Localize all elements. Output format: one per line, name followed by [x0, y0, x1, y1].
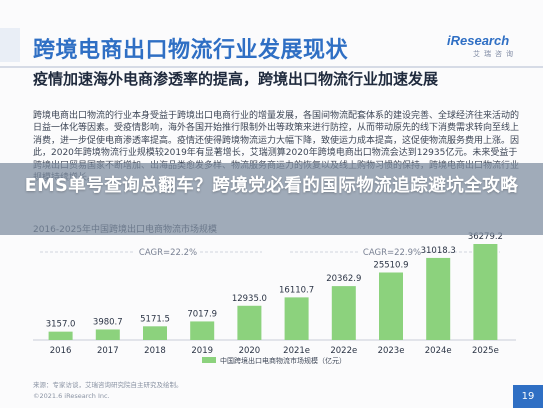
- x-tick-label: 2021e: [283, 346, 310, 356]
- bar-value-label: 5171.5: [140, 314, 170, 324]
- bar-value-label: 3980.7: [93, 317, 123, 327]
- banner-headline: EMS单号查询总翻车？跨境党必看的国际物流追踪避坑全攻略: [24, 176, 519, 196]
- bar: [48, 331, 73, 340]
- bar-value-label: 3157.0: [46, 320, 76, 330]
- bar-value-label: 12935.0: [232, 294, 267, 304]
- x-tick-label: 2017: [97, 346, 119, 356]
- x-tick-label: 2022e: [330, 346, 357, 356]
- bar-value-label: 25510.9: [373, 260, 408, 270]
- bar: [237, 305, 262, 340]
- x-tick-label: 2020: [239, 346, 261, 356]
- bar: [95, 329, 120, 340]
- bar: [331, 286, 356, 340]
- x-tick-label: 2023e: [378, 346, 405, 356]
- source-note: 来源：专家访谈，艾瑞咨询研究院自主研究及绘制。: [33, 381, 183, 389]
- bar: [473, 244, 498, 340]
- bar: [190, 321, 215, 340]
- logo-subtitle: 艾瑞咨询: [473, 50, 517, 58]
- x-tick-label: 2019: [191, 346, 213, 356]
- cagr-annotation: CAGR=22.2%: [139, 248, 197, 258]
- bar: [379, 272, 403, 340]
- bar-value-label: 31018.3: [421, 246, 456, 256]
- bar-value-label: 7017.9: [187, 309, 217, 319]
- bar-value-label: 16110.7: [279, 285, 314, 295]
- x-tick-label: 2025e: [472, 346, 499, 356]
- x-tick-label: 2024e: [425, 346, 452, 356]
- bar-value-label: 36279.2: [468, 232, 503, 242]
- bar: [284, 297, 309, 340]
- page-number: 19: [513, 385, 543, 408]
- title-divider: [0, 66, 543, 68]
- legend-swatch: [202, 357, 216, 363]
- cagr-annotation: CAGR=22.9%: [363, 248, 421, 258]
- x-tick-label: 2018: [144, 346, 166, 356]
- copyright-text: ©2021.6 iResearch Inc.: [33, 392, 110, 400]
- title-accent: [0, 28, 20, 62]
- overlay-banner: [0, 163, 543, 235]
- bar: [426, 257, 451, 340]
- bar: [143, 326, 167, 340]
- iresearch-logo: iResearch 艾瑞咨询: [447, 33, 517, 59]
- slide-title: 跨境电商出口物流行业发展现状: [33, 38, 349, 63]
- x-tick-label: 2016: [50, 346, 72, 356]
- bar-value-label: 20362.9: [326, 274, 361, 284]
- legend-label: 中国跨境出口电商物流市场规模（亿元）: [220, 356, 346, 365]
- logo-wordmark: iResearch: [447, 33, 510, 48]
- section-subhead: 疫情加速海外电商渗透率的提高，跨境出口物流行业加速发展: [33, 70, 439, 88]
